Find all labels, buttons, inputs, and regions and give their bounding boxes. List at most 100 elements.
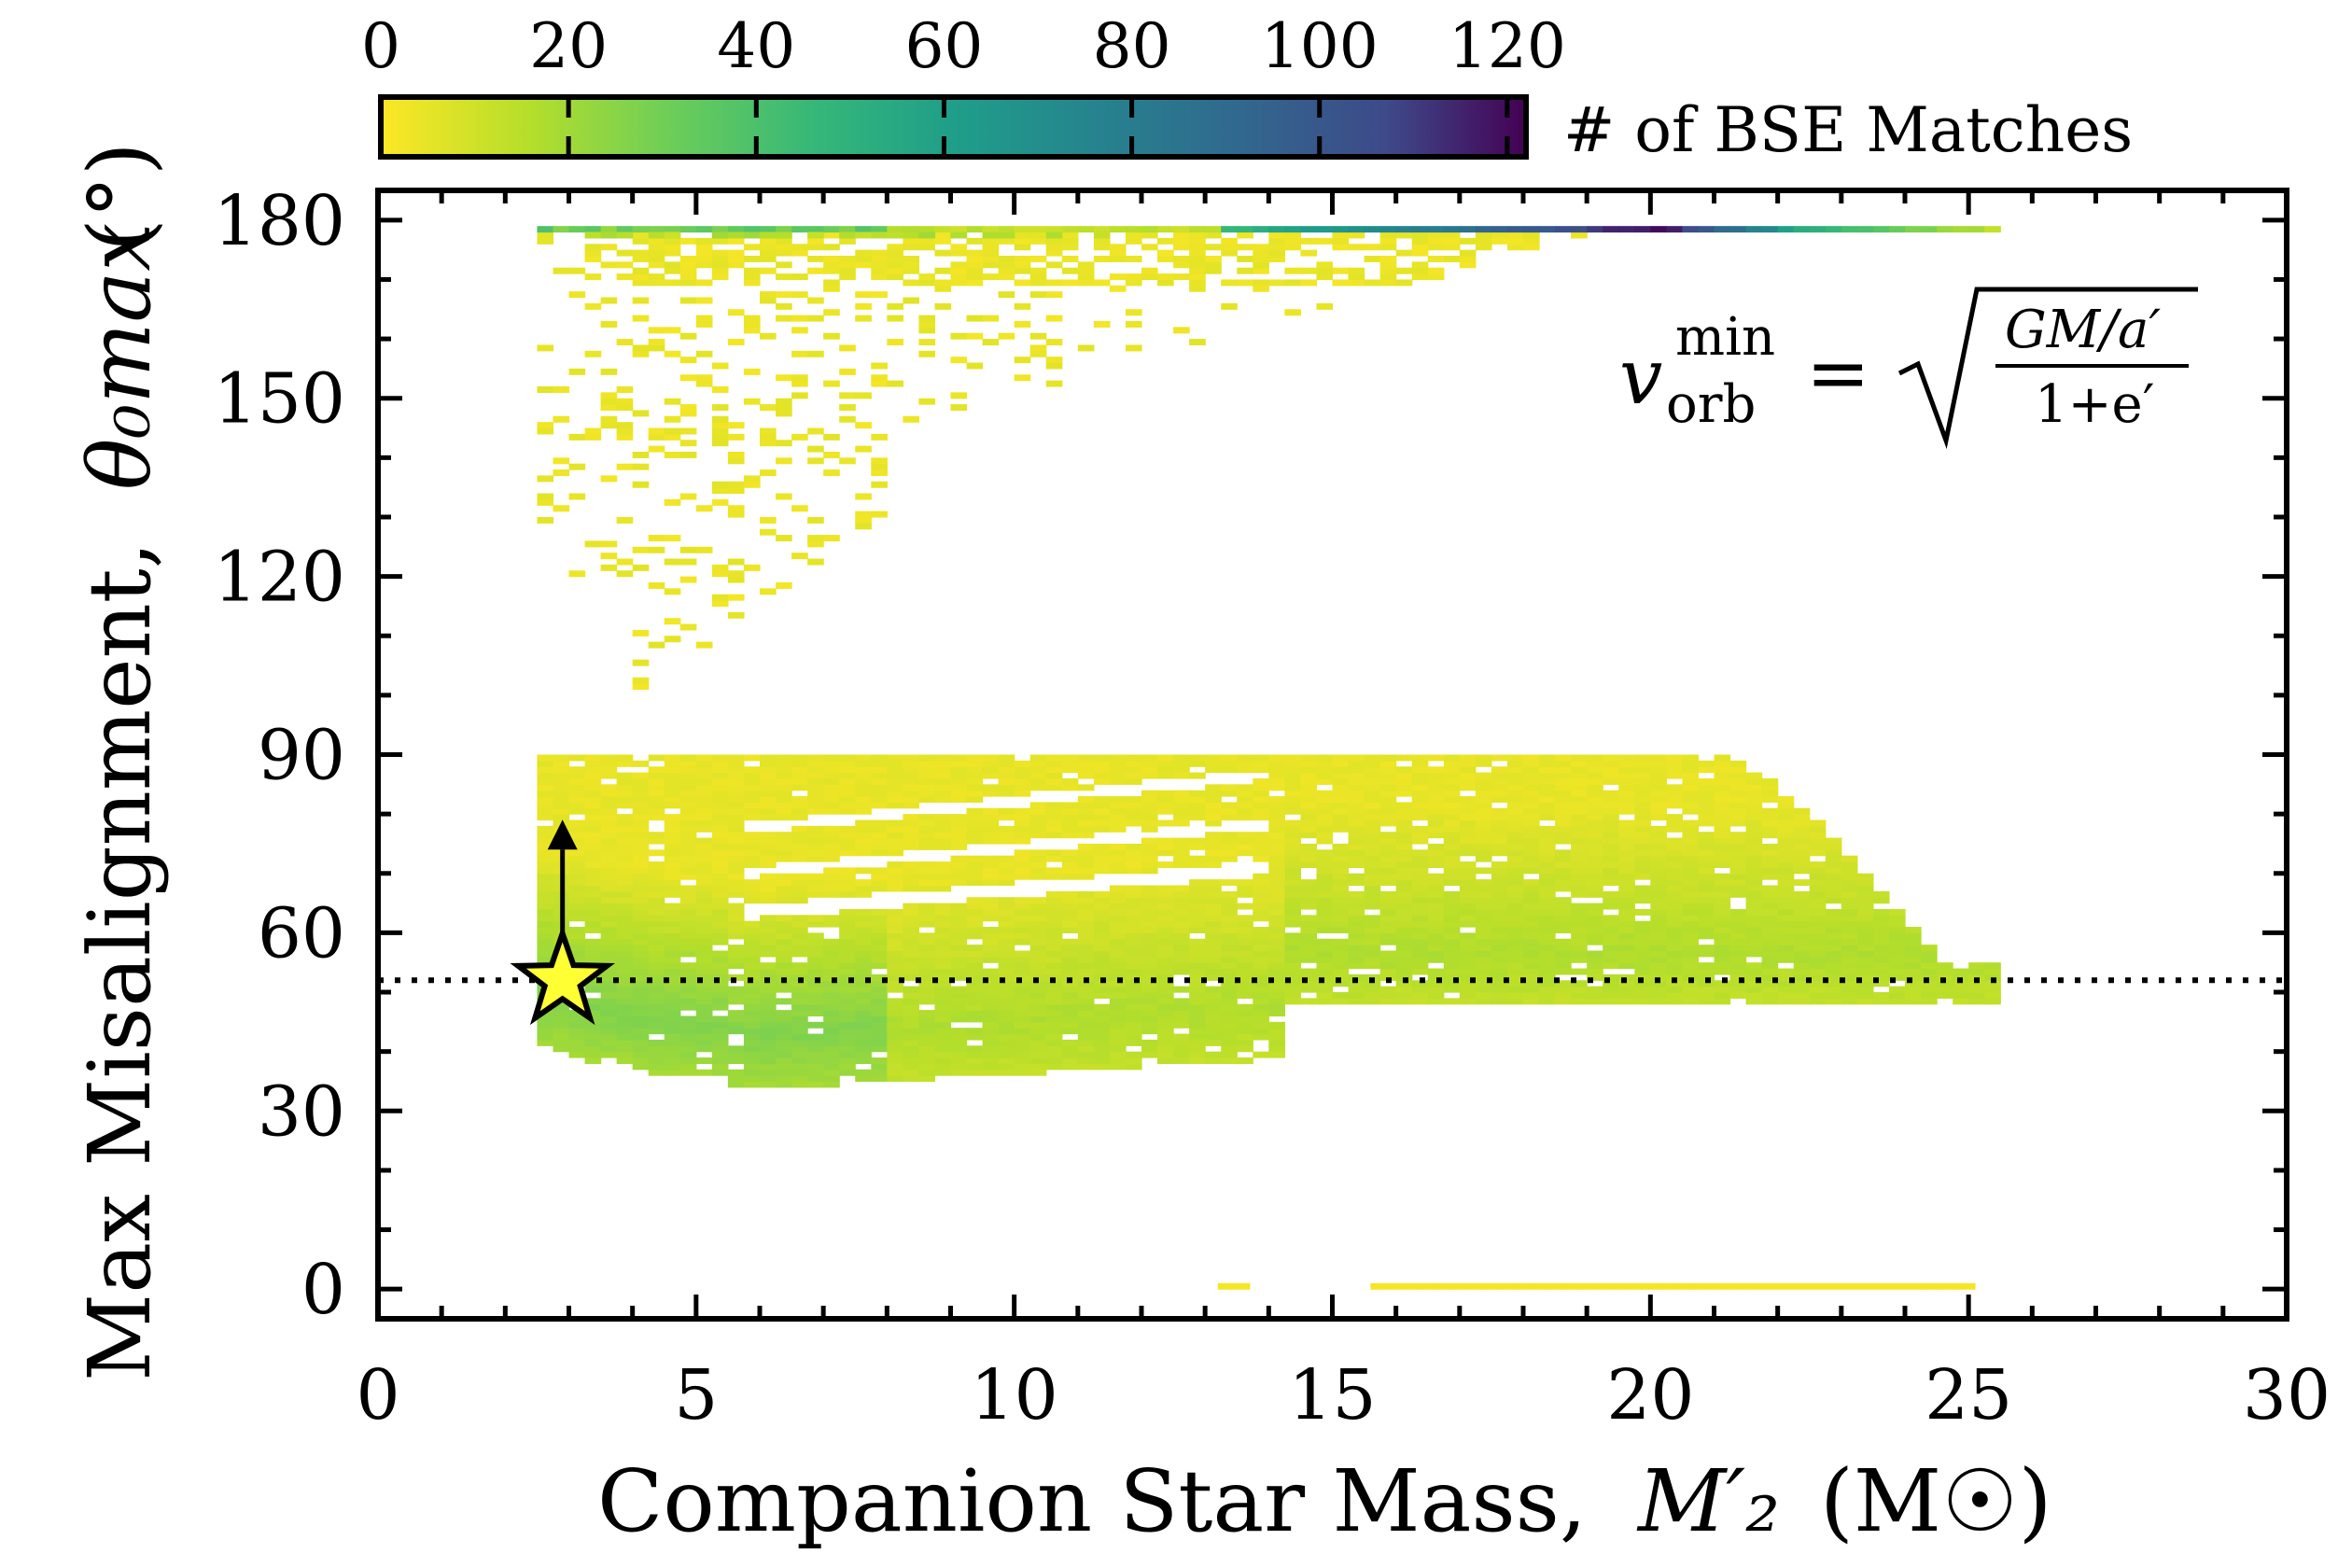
heatmap-cell <box>982 807 1000 815</box>
heatmap-cell <box>1189 973 1206 981</box>
heatmap-cell <box>1061 255 1079 262</box>
heatmap-cell <box>807 766 824 774</box>
heatmap-cell <box>998 1063 1015 1071</box>
heatmap-cell <box>1475 784 1492 791</box>
heatmap-cell <box>632 777 650 785</box>
heatmap-cell <box>1348 754 1365 762</box>
heatmap-cell <box>1077 807 1095 815</box>
heatmap-cell <box>1714 986 1731 993</box>
heatmap-cell <box>600 398 618 405</box>
heatmap-cell <box>1300 267 1318 274</box>
heatmap-cell <box>807 315 824 322</box>
heatmap-cell <box>887 784 903 791</box>
heatmap-cell <box>1872 890 1890 898</box>
heatmap-cell <box>1475 244 1492 251</box>
heatmap-cell <box>1061 1045 1079 1053</box>
heatmap-cell <box>616 873 634 880</box>
heatmap-cell <box>1332 867 1350 875</box>
heatmap-cell <box>632 760 650 767</box>
heatmap-cell <box>727 457 745 465</box>
heatmap-cell <box>616 950 634 958</box>
heatmap-cell <box>807 915 824 922</box>
heatmap-cell <box>1125 279 1142 287</box>
heatmap-cell <box>1506 903 1524 910</box>
heatmap-cell <box>1958 1282 1976 1290</box>
heatmap-cell <box>823 855 840 862</box>
heatmap-cell <box>1316 754 1334 762</box>
heatmap-cell <box>632 629 650 637</box>
heatmap-cell <box>743 1003 761 1011</box>
heatmap-cell <box>1729 945 1747 952</box>
heatmap-cell <box>1364 814 1381 821</box>
heatmap-cell <box>1029 950 1047 958</box>
heatmap-cell <box>695 1021 713 1029</box>
heatmap-cell <box>791 244 808 251</box>
heatmap-cell <box>743 255 761 262</box>
heatmap-cell <box>695 986 713 993</box>
heatmap-cell <box>1395 855 1413 862</box>
heatmap-cell <box>1014 790 1031 797</box>
heatmap-cell <box>632 986 650 993</box>
heatmap-cell <box>695 855 713 862</box>
heatmap-cell <box>1634 950 1651 958</box>
heatmap-cell <box>1061 920 1079 928</box>
heatmap-cell <box>807 1063 824 1071</box>
heatmap-cell <box>1666 962 1684 970</box>
heatmap-cell <box>584 867 602 875</box>
heatmap-cell <box>839 237 856 245</box>
heatmap-cell <box>1809 973 1827 981</box>
heatmap-cell <box>1459 885 1477 892</box>
heatmap-cell <box>616 968 634 975</box>
heatmap-cell <box>1221 903 1238 910</box>
heatmap-cell <box>648 237 665 245</box>
heatmap-cell <box>1093 1021 1111 1029</box>
heatmap-cell <box>1650 968 1667 975</box>
heatmap-cell <box>1268 1039 1285 1046</box>
heatmap-cell <box>934 784 952 791</box>
heatmap-cell <box>839 273 856 281</box>
heatmap-cell <box>1395 920 1413 928</box>
heatmap-cell <box>1077 861 1095 868</box>
x-tick-label: 0 <box>356 1355 399 1435</box>
heatmap-cell <box>1427 920 1445 928</box>
heatmap-cell <box>807 950 824 958</box>
heatmap-cell <box>1523 897 1540 904</box>
heatmap-cell <box>903 873 920 880</box>
heatmap-cell <box>1364 890 1381 898</box>
heatmap-cell <box>1221 226 1238 233</box>
heatmap-cell <box>1300 915 1318 922</box>
heatmap-cell <box>1141 772 1158 779</box>
heatmap-cell <box>1125 1057 1142 1064</box>
heatmap-cell <box>1555 861 1572 868</box>
heatmap-cell <box>1729 879 1747 887</box>
heatmap-cell <box>1300 903 1318 910</box>
heatmap-cell <box>1872 938 1890 945</box>
heatmap-cell <box>1888 920 1906 928</box>
heatmap-cell <box>1841 885 1858 892</box>
heatmap-cell <box>537 754 554 762</box>
heatmap-cell <box>823 772 840 779</box>
heatmap-cell <box>776 998 792 1005</box>
heatmap-cell <box>727 1021 745 1029</box>
heatmap-cell <box>1284 897 1302 904</box>
heatmap-cell <box>1014 320 1031 328</box>
heatmap-cell <box>1093 861 1111 868</box>
heatmap-cell <box>600 261 618 269</box>
heatmap-cell <box>950 1045 968 1053</box>
heatmap-cell <box>950 920 968 928</box>
heatmap-cell <box>950 261 968 269</box>
heatmap-cell <box>1841 897 1858 904</box>
heatmap-cell <box>1093 1010 1111 1017</box>
heatmap-cell <box>695 315 713 322</box>
heatmap-cell <box>1571 908 1588 916</box>
heatmap-cell <box>1411 879 1429 887</box>
heatmap-cell <box>1761 903 1779 910</box>
heatmap-cell <box>855 261 872 269</box>
heatmap-cell <box>1029 849 1047 857</box>
heatmap-cell <box>1809 927 1827 933</box>
heatmap-cell <box>1698 861 1715 868</box>
heatmap-cell <box>632 938 650 945</box>
heatmap-cell <box>823 255 840 262</box>
heatmap-cell <box>711 897 729 904</box>
heatmap-cell <box>1109 819 1127 827</box>
